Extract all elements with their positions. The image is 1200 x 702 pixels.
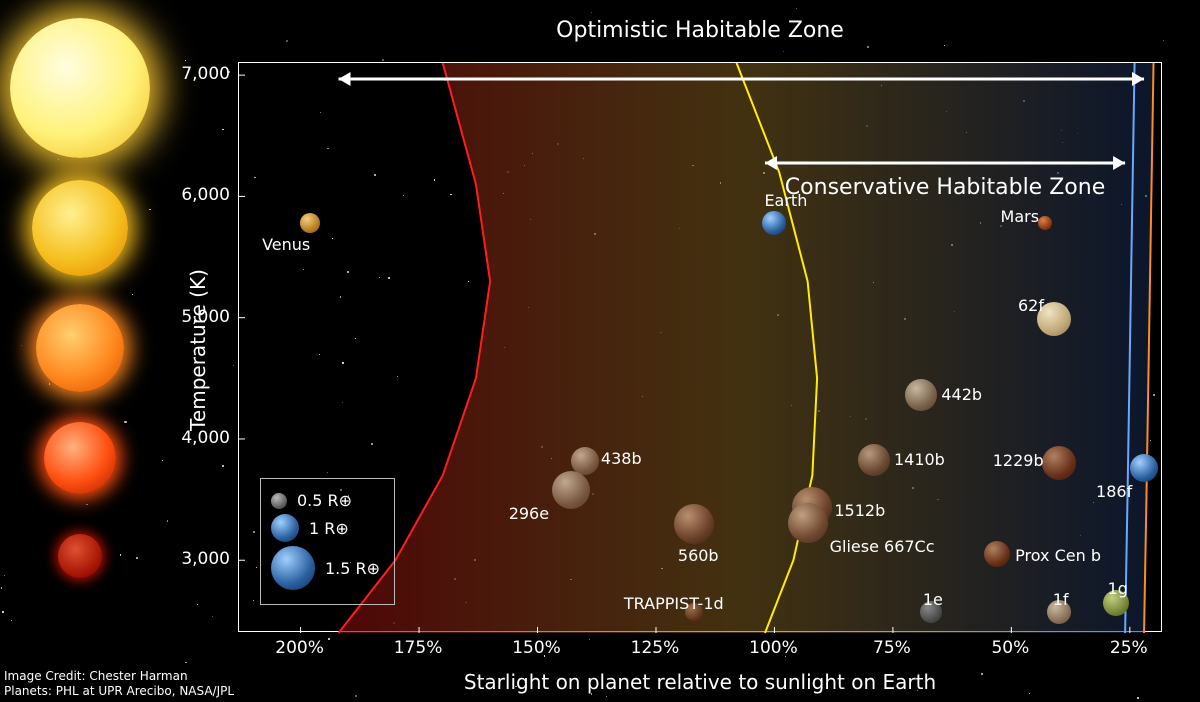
planet-label-Venus: Venus [262,235,310,254]
planet-size-legend: 0.5 R⊕ 1 R⊕ 1.5 R⊕ [260,478,395,605]
planet-label-Gliese667Cc: Gliese 667Cc [830,537,935,556]
planet-label-1g: 1g [1108,579,1128,598]
legend-row: 0.5 R⊕ [271,491,380,510]
image-credits: Image Credit: Chester Harman Planets: PH… [4,669,234,698]
legend-planet-icon [271,493,287,509]
K-star-icon [32,180,128,276]
planet-label-1f: 1f [1053,590,1069,609]
legend-planet-icon [271,514,299,542]
planet-442b [905,379,937,411]
planet-label-442b: 442b [941,385,982,404]
xtick-200: 200% [275,638,324,658]
ytick-7000: 7,000 [181,64,230,84]
xtick-100: 100% [749,638,798,658]
ytick-4000: 4,000 [181,428,230,448]
planet-Venus [300,213,320,233]
credit-line-2: Planets: PHL at UPR Arecibo, NASA/JPL [4,684,234,698]
planet-ProxCenb [984,541,1010,567]
legend-planet-icon [271,546,315,590]
G-star-icon [10,18,150,158]
planet-Mars [1038,216,1052,230]
legend-label: 1.5 R⊕ [325,559,380,578]
M6-star-icon [58,534,102,578]
credit-line-1: Image Credit: Chester Harman [4,669,234,683]
y-axis-title: Temperature (K) [186,269,210,431]
planet-label-1410b: 1410b [894,450,945,469]
planet-186f [1130,454,1158,482]
planet-1229b [1042,446,1076,480]
ytick-6000: 6,000 [181,185,230,205]
xtick-25: 25% [1110,638,1148,658]
xtick-150: 150% [512,638,561,658]
planet-1410b [858,444,890,476]
planet-label-62f: 62f [1018,296,1044,315]
planet-label-1229b: 1229b [993,451,1044,470]
planet-label-TRAPPIST-1d: TRAPPIST-1d [624,594,724,613]
ytick-3000: 3,000 [181,549,230,569]
planet-label-296e: 296e [509,504,549,523]
legend-row: 1 R⊕ [271,514,380,542]
xtick-175: 175% [394,638,443,658]
planet-Earth [762,211,786,235]
ytick-5000: 5,000 [181,307,230,327]
planet-Gliese667Cc [788,503,828,543]
planet-label-438b: 438b [601,449,642,468]
planet-label-Mars: Mars [1001,207,1040,226]
x-axis-title: Starlight on planet relative to sunlight… [238,670,1162,694]
optimistic-zone-title: Optimistic Habitable Zone [556,18,844,43]
M1-star-icon [36,304,124,392]
planet-label-ProxCenb: Prox Cen b [1015,546,1101,565]
conservative-zone-title: Conservative Habitable Zone [785,175,1105,200]
planet-560b [674,504,714,544]
xtick-50: 50% [991,638,1029,658]
planet-label-1512b: 1512b [834,501,885,520]
xtick-125: 125% [631,638,680,658]
planet-label-186f: 186f [1096,482,1132,501]
planet-296e [552,471,590,509]
planet-label-560b: 560b [678,546,719,565]
xtick-75: 75% [873,638,911,658]
M4-star-icon [44,422,116,494]
legend-label: 0.5 R⊕ [297,491,352,510]
legend-row: 1.5 R⊕ [271,546,380,590]
planet-label-1e: 1e [923,590,943,609]
legend-label: 1 R⊕ [309,519,349,538]
